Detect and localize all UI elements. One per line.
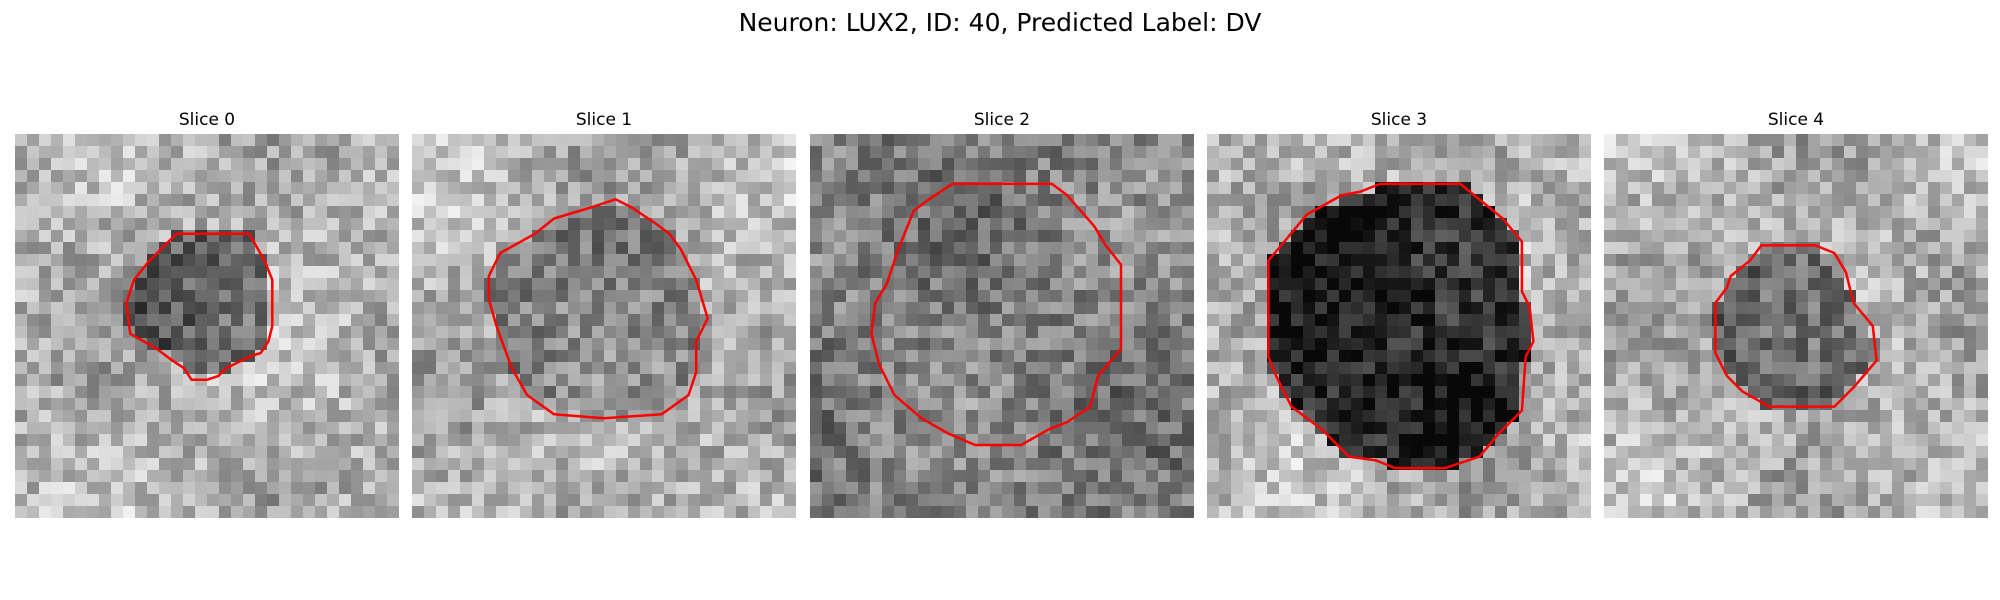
slice-title-1: Slice 1 — [575, 110, 633, 130]
slice-title-3: Slice 3 — [1370, 110, 1428, 130]
roi-contour — [870, 182, 1123, 447]
slice-image-2 — [810, 134, 1194, 518]
roi-contour — [125, 232, 274, 382]
roi-contour — [1267, 182, 1535, 470]
slice-image-0 — [15, 134, 399, 518]
slice-title-2: Slice 2 — [973, 110, 1031, 130]
figure-title: Neuron: LUX2, ID: 40, Predicted Label: D… — [738, 8, 1262, 37]
slice-image-3 — [1207, 134, 1591, 518]
slice-title-4: Slice 4 — [1767, 110, 1825, 130]
slice-image-1 — [412, 134, 796, 518]
roi-contour — [1714, 244, 1878, 408]
roi-contour — [487, 198, 709, 420]
slice-image-4 — [1604, 134, 1988, 518]
slice-title-0: Slice 0 — [178, 110, 236, 130]
